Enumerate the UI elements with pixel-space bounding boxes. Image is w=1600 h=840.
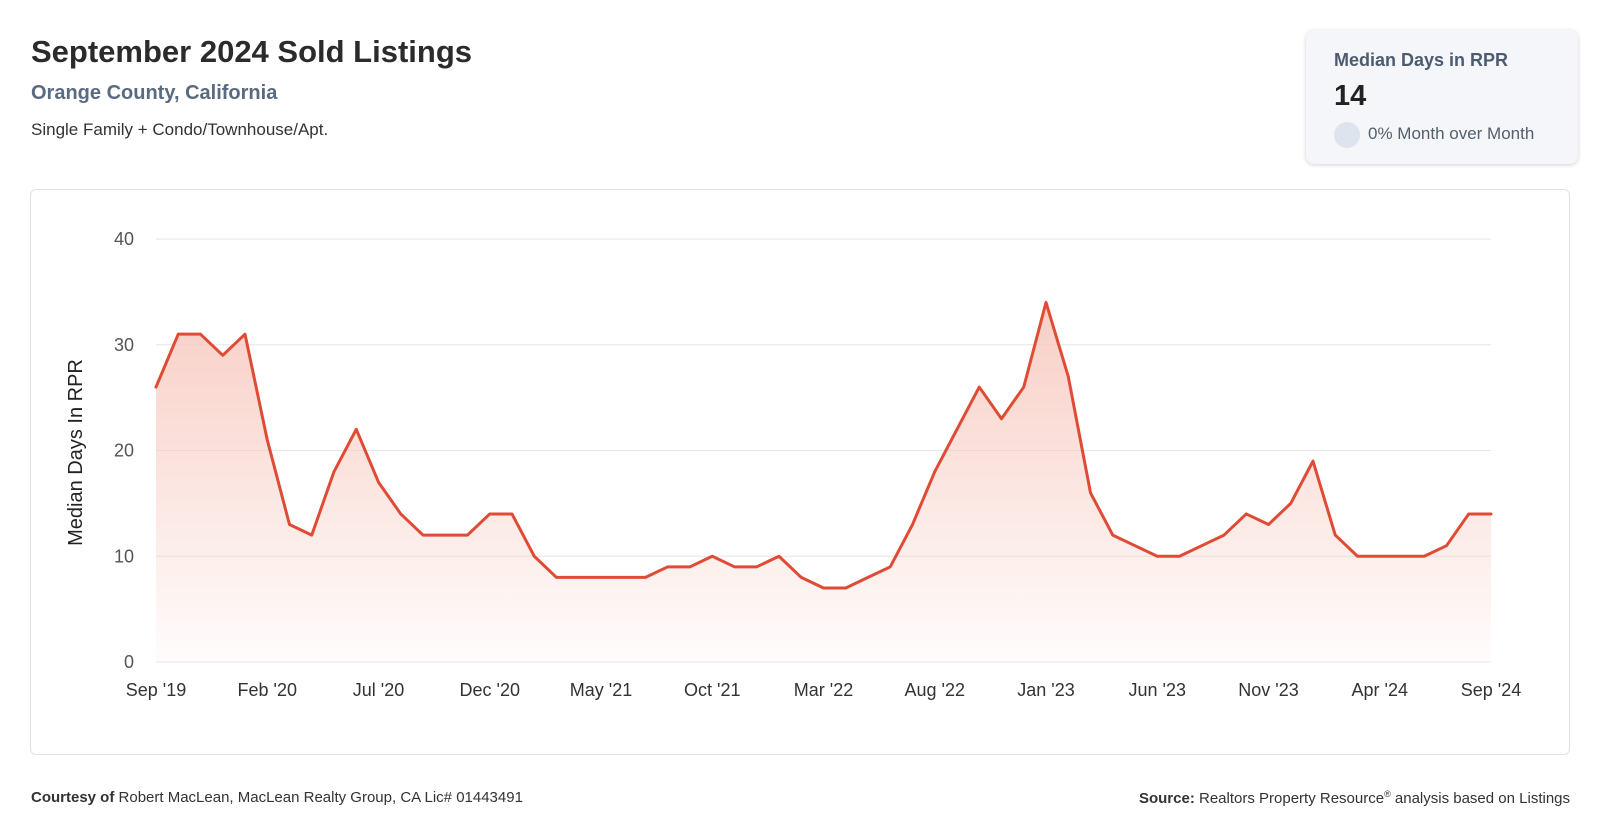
data-point <box>1111 533 1114 537</box>
data-point <box>221 354 224 357</box>
data-point <box>510 512 514 516</box>
x-tick-label: May '21 <box>570 680 632 700</box>
data-point <box>332 470 336 473</box>
data-point <box>377 481 380 484</box>
courtesy-footer: Courtesy of Robert MacLean, MacLean Real… <box>31 789 523 806</box>
median-days-kpi-card: Median Days in RPR 14 0% Month over Mont… <box>1306 30 1578 164</box>
location-subtitle: Orange County, California <box>31 82 278 104</box>
data-point <box>866 576 870 579</box>
data-point <box>1423 555 1426 558</box>
x-tick-label: Jul '20 <box>353 680 404 700</box>
source-label: Source: <box>1138 790 1195 807</box>
data-point <box>711 555 714 558</box>
data-point <box>1311 459 1315 463</box>
x-tick-label: Mar '22 <box>794 680 853 700</box>
data-point <box>1400 555 1404 558</box>
source-suffix: analysis based on Listings <box>1394 790 1570 807</box>
data-point <box>1000 417 1003 420</box>
page-title: September 2024 Sold Listings <box>31 34 473 69</box>
x-tick-label: Sep '19 <box>126 680 187 700</box>
data-point <box>622 576 625 579</box>
data-point <box>355 428 358 431</box>
y-tick-label: 0 <box>124 652 134 672</box>
data-point <box>1178 555 1181 558</box>
data-point <box>955 428 959 431</box>
chart-panel: 0 10 20 30 40 Sep '19 Feb '20 Jul '20 Dec '20 May… <box>30 189 1570 755</box>
data-point <box>733 565 736 569</box>
data-point <box>1445 544 1448 547</box>
property-types-label: Single Family + Condo/Townhouse/Apt. <box>31 120 329 139</box>
data-point <box>288 523 291 526</box>
registered-mark: ® <box>1384 789 1391 799</box>
y-tick-label: 20 <box>114 441 134 461</box>
x-tick-label: Aug '22 <box>905 680 966 700</box>
data-point <box>154 385 158 389</box>
data-point <box>1356 555 1359 558</box>
data-point <box>1044 301 1048 304</box>
data-point <box>421 533 425 537</box>
data-point <box>1334 533 1337 537</box>
data-point <box>466 533 469 537</box>
y-tick-label: 40 <box>114 229 134 249</box>
x-tick-label: Jun '23 <box>1129 680 1186 700</box>
data-point <box>978 385 981 389</box>
data-point <box>177 332 180 336</box>
data-point <box>243 332 247 336</box>
courtesy-label: Courtesy of <box>31 789 115 806</box>
courtesy-text: Robert MacLean, MacLean Realty Group, CA… <box>118 789 523 806</box>
data-point <box>1489 512 1493 516</box>
data-point <box>688 565 692 569</box>
median-days-chart: 0 10 20 30 40 Sep '19 Feb '20 Jul '20 Dec '20 May… <box>65 229 1522 700</box>
data-point <box>844 586 847 590</box>
data-point <box>555 576 558 579</box>
data-point <box>1089 491 1092 494</box>
data-point <box>1022 385 1025 389</box>
kpi-value: 14 <box>1334 80 1367 112</box>
data-point <box>1222 533 1226 537</box>
data-point <box>644 576 647 579</box>
data-point <box>577 576 580 579</box>
data-point <box>777 555 781 558</box>
kpi-change-text: 0% Month over Month <box>1368 124 1535 143</box>
data-point <box>933 470 936 473</box>
x-tick-label: Oct '21 <box>684 680 740 700</box>
data-point <box>1467 512 1470 516</box>
data-point <box>666 565 669 569</box>
source-footer: Source: Realtors Property Resource® anal… <box>1139 789 1570 807</box>
x-tick-label: Jan '23 <box>1017 680 1074 700</box>
change-indicator-icon <box>1334 122 1360 148</box>
series-area <box>156 302 1491 662</box>
y-tick-label: 10 <box>114 546 134 566</box>
source-text: Realtors Property Resource <box>1199 790 1385 807</box>
data-point <box>599 576 603 579</box>
data-point <box>444 533 447 537</box>
data-point <box>911 523 914 526</box>
y-tick-label: 30 <box>114 335 134 355</box>
x-tick-label: Nov '23 <box>1238 680 1298 700</box>
data-point <box>1133 544 1137 547</box>
data-point <box>1200 544 1203 547</box>
x-tick-label: Sep '24 <box>1461 680 1522 700</box>
data-point <box>1067 375 1070 378</box>
x-tick-label: Feb '20 <box>238 680 297 700</box>
data-point <box>1378 555 1381 558</box>
data-point <box>310 533 313 537</box>
data-point <box>1267 523 1270 526</box>
x-tick-label: Apr '24 <box>1352 680 1408 700</box>
x-tick-label: Dec '20 <box>460 680 520 700</box>
data-point <box>822 586 825 590</box>
data-point <box>1245 512 1248 516</box>
data-point <box>1289 502 1292 505</box>
data-point <box>399 512 402 516</box>
kpi-label: Median Days in RPR <box>1334 50 1509 70</box>
data-point <box>533 555 536 558</box>
data-point <box>889 565 892 569</box>
data-point <box>800 576 803 579</box>
data-point <box>199 332 202 336</box>
data-point <box>266 438 269 442</box>
y-axis-label: Median Days In RPR <box>65 359 87 546</box>
data-point <box>1156 555 1159 558</box>
data-point <box>755 565 758 569</box>
data-point <box>488 512 491 516</box>
